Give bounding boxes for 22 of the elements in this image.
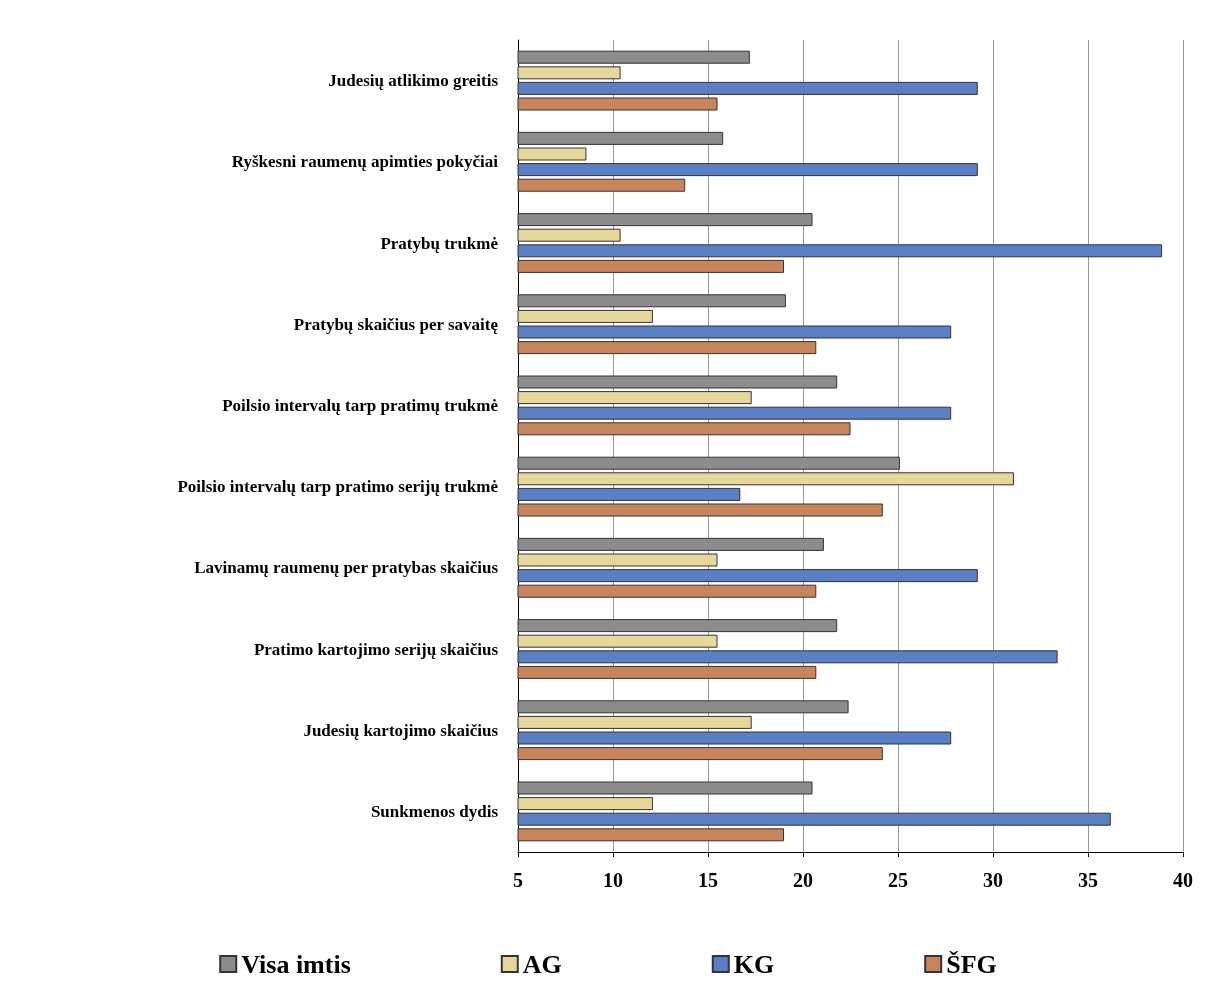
y-tick-label: Judesių atlikimo greitis bbox=[328, 71, 499, 91]
y-tick-label: Judesių kartojimo skaičius bbox=[303, 720, 499, 740]
y-tick-label: Ryškesni raumenų apimties pokyčiai bbox=[231, 152, 499, 172]
legend-label: AG bbox=[522, 949, 562, 979]
y-tick-label: Poilsio intervalų tarp pratimų trukmė bbox=[222, 395, 499, 415]
y-tick-label: Pratybų skaičius per savaitę bbox=[293, 314, 499, 334]
y-tick-label: Sunkmenos dydis bbox=[370, 801, 499, 821]
x-tick-label: 10 bbox=[603, 869, 623, 891]
x-tick-label: 20 bbox=[793, 869, 813, 891]
y-tick-label: Poilsio intervalų tarp pratimo serijų trukmė bbox=[177, 477, 499, 497]
x-tick-label: 40 bbox=[1173, 869, 1193, 891]
x-tick-label: 30 bbox=[983, 869, 1003, 891]
x-tick-label: 25 bbox=[888, 869, 908, 891]
x-tick-label: 5 bbox=[513, 869, 523, 891]
x-tick-label: 15 bbox=[698, 869, 718, 891]
x-tick-label: 35 bbox=[1078, 869, 1098, 891]
y-tick-label: Pratimo kartojimo serijų skaičius bbox=[253, 639, 499, 659]
legend-label: ŠFG bbox=[946, 949, 997, 979]
legend-label: Visa imtis bbox=[241, 949, 351, 979]
y-tick-label: Pratybų trukmė bbox=[380, 233, 499, 253]
legend-label: KG bbox=[733, 949, 775, 979]
y-tick-label: Lavinamų raumenų per pratybas skaičius bbox=[194, 558, 499, 578]
